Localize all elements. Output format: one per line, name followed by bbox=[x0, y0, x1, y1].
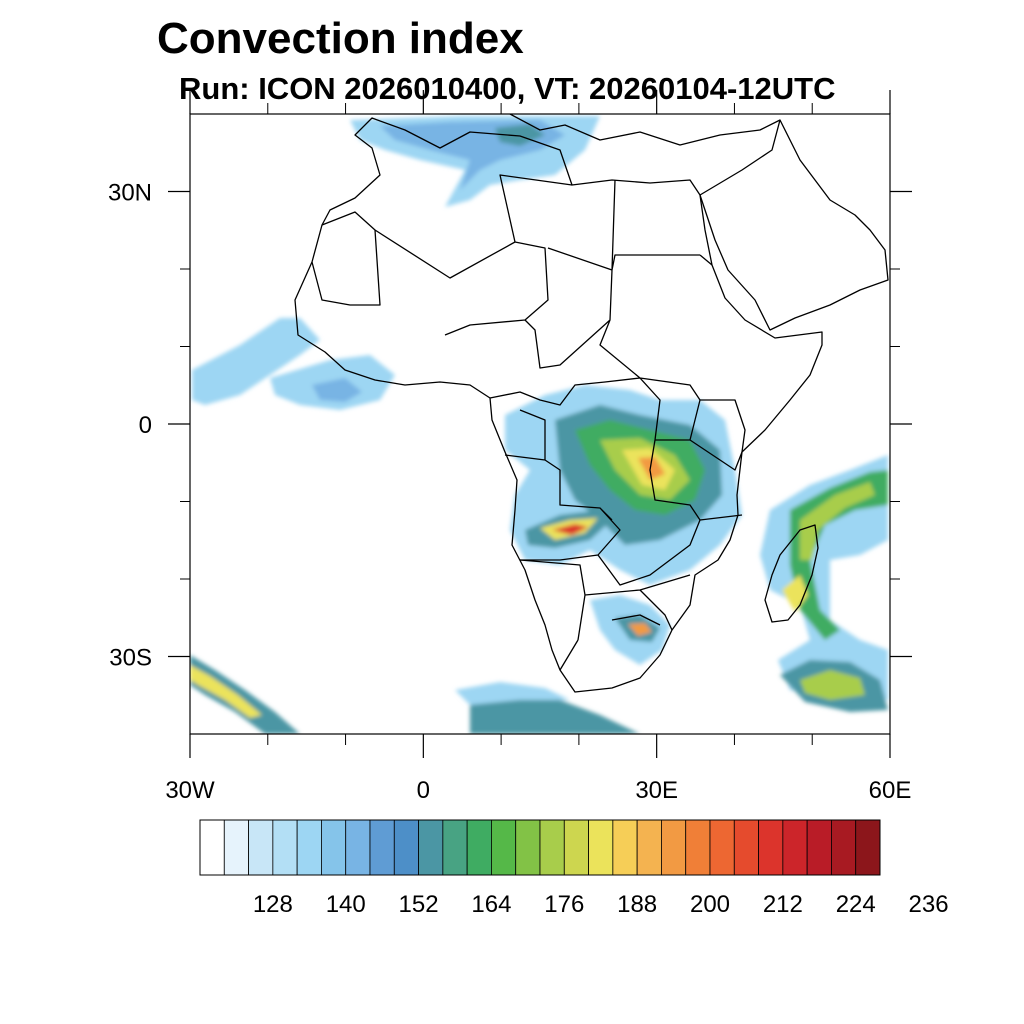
colorbar-swatch bbox=[442, 819, 468, 876]
lat-label: 30N bbox=[108, 180, 152, 207]
mediterranean-north bbox=[509, 114, 781, 146]
colorbar-label: 188 bbox=[617, 891, 657, 918]
field-patch-angola-red bbox=[552, 524, 588, 535]
field-patch-southeast-core bbox=[800, 670, 865, 700]
colorbar-swatch bbox=[248, 819, 274, 876]
colorbar-swatch bbox=[515, 819, 541, 876]
colorbar-label: 152 bbox=[399, 891, 439, 918]
colorbar-swatch bbox=[321, 819, 347, 876]
colorbar-swatch bbox=[855, 819, 881, 876]
colorbar-swatch bbox=[491, 819, 517, 876]
coastlines bbox=[294, 114, 889, 693]
colorbar-swatch bbox=[393, 819, 419, 876]
field-patch-southern-ocean bbox=[470, 695, 640, 734]
colorbar-swatch bbox=[806, 819, 832, 876]
colorbar-label: 164 bbox=[471, 891, 511, 918]
field-patch-southwest bbox=[190, 655, 300, 734]
colorbar-frame bbox=[199, 819, 881, 876]
field-patch-guinea-core bbox=[312, 378, 362, 402]
colorbar-swatch bbox=[758, 819, 784, 876]
colorbar-swatch bbox=[199, 819, 225, 876]
colorbar-swatch bbox=[831, 819, 857, 876]
colorbar-swatch bbox=[636, 819, 662, 876]
colorbar-swatch bbox=[612, 819, 638, 876]
madagascar-coastline bbox=[764, 524, 819, 623]
field-patch-west-atlantic bbox=[192, 318, 320, 405]
field-patch-central-orange bbox=[638, 457, 665, 480]
lat-label: 0 bbox=[139, 412, 152, 439]
colorbar-swatch bbox=[709, 819, 735, 876]
field-patch-southwest-yellow bbox=[190, 665, 262, 718]
borders-central bbox=[489, 377, 746, 586]
colorbar-swatch bbox=[685, 819, 711, 876]
colorbar-swatch bbox=[223, 819, 249, 876]
colorbar-label: 128 bbox=[253, 891, 293, 918]
colorbar-swatch bbox=[369, 819, 395, 876]
borders-south bbox=[519, 559, 691, 671]
colorbar-label: 200 bbox=[690, 891, 730, 918]
colorbar-swatch bbox=[272, 819, 298, 876]
colorbar-label: 212 bbox=[763, 891, 803, 918]
borders-north bbox=[311, 174, 713, 401]
lon-label: 30E bbox=[635, 777, 678, 804]
colorbar-swatch bbox=[466, 819, 492, 876]
colorbar-swatch bbox=[563, 819, 589, 876]
field-patch-indian-yellowgreen bbox=[800, 482, 875, 560]
colorbar-swatch bbox=[588, 819, 614, 876]
map-axes: 30W 0 30E 60E 30N 0 30S bbox=[108, 90, 912, 804]
field-patch-south-orange bbox=[628, 623, 652, 636]
colorbar-swatch bbox=[345, 819, 371, 876]
colorbar-label: 140 bbox=[326, 891, 366, 918]
colorbar-swatch bbox=[296, 819, 322, 876]
field-patch-southern-ocean-edge bbox=[455, 682, 570, 705]
colorbar-label: 236 bbox=[909, 891, 949, 918]
colorbar-swatch bbox=[782, 819, 808, 876]
lat-label: 30S bbox=[109, 645, 152, 672]
colorbar: 128 140 152 164 176 188 200 212 224 236 bbox=[199, 819, 949, 918]
africa-coastline bbox=[294, 117, 823, 693]
chart-subtitle: Run: ICON 2026010400, VT: 20260104-12UTC bbox=[179, 71, 836, 106]
colorbar-label: 176 bbox=[544, 891, 584, 918]
colorbar-label: 224 bbox=[836, 891, 876, 918]
lon-label: 60E bbox=[869, 777, 912, 804]
colorbar-swatch bbox=[661, 819, 687, 876]
colorbar-swatch bbox=[539, 819, 565, 876]
lon-label: 30W bbox=[165, 777, 215, 804]
arabia-coastline bbox=[699, 119, 889, 331]
colorbar-swatch bbox=[733, 819, 759, 876]
lon-label: 0 bbox=[417, 777, 430, 804]
colorbar-swatch bbox=[418, 819, 444, 876]
chart-title: Convection index bbox=[157, 14, 524, 63]
